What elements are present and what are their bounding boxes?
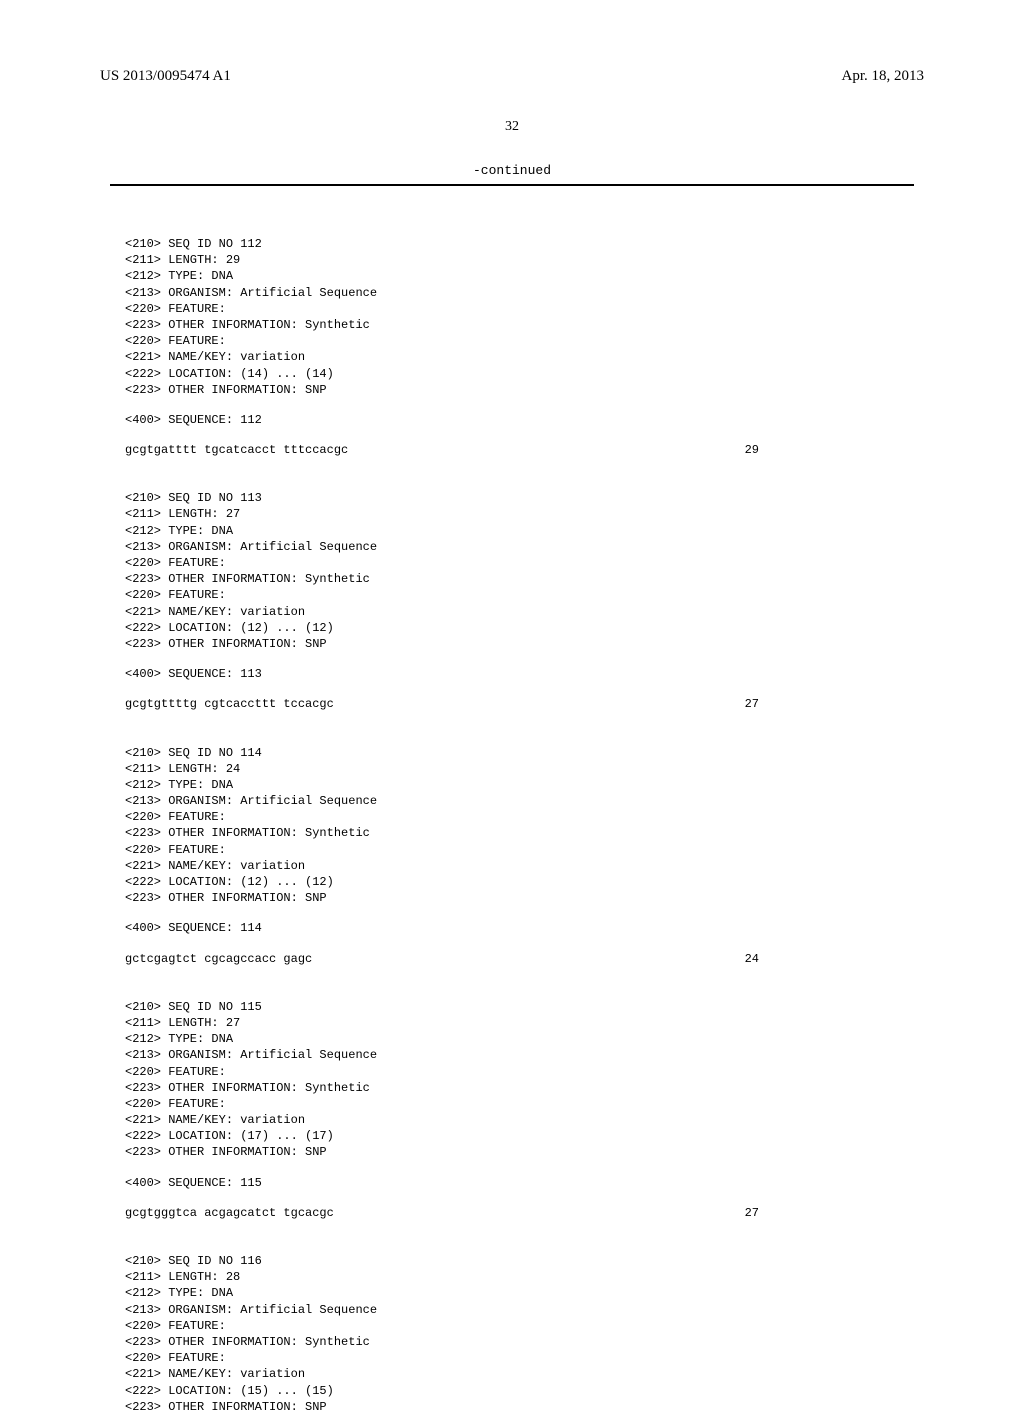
type-line: <212> TYPE: DNA — [125, 777, 899, 793]
name-key-line: <221> NAME/KEY: variation — [125, 1366, 899, 1382]
feature-line: <220> FEATURE: — [125, 842, 899, 858]
seq-id-line: <210> SEQ ID NO 112 — [125, 236, 899, 252]
sequence-block: <210> SEQ ID NO 116 <211> LENGTH: 28 <21… — [125, 1253, 899, 1415]
seq-id-line: <210> SEQ ID NO 116 — [125, 1253, 899, 1269]
feature-line: <220> FEATURE: — [125, 1350, 899, 1366]
other-info-line: <223> OTHER INFORMATION: Synthetic — [125, 1334, 899, 1350]
location-line: <222> LOCATION: (15) ... (15) — [125, 1383, 899, 1399]
sequence-block: <210> SEQ ID NO 113 <211> LENGTH: 27 <21… — [125, 490, 899, 712]
seq-id-line: <210> SEQ ID NO 114 — [125, 745, 899, 761]
feature-line: <220> FEATURE: — [125, 1318, 899, 1334]
sequence-block: <210> SEQ ID NO 112 <211> LENGTH: 29 <21… — [125, 236, 899, 458]
feature-line: <220> FEATURE: — [125, 555, 899, 571]
location-line: <222> LOCATION: (12) ... (12) — [125, 620, 899, 636]
sequence-header: <400> SEQUENCE: 113 — [125, 666, 899, 682]
name-key-line: <221> NAME/KEY: variation — [125, 1112, 899, 1128]
publication-date: Apr. 18, 2013 — [842, 68, 925, 85]
feature-line: <220> FEATURE: — [125, 1096, 899, 1112]
seq-id-line: <210> SEQ ID NO 115 — [125, 999, 899, 1015]
continued-label: -continued — [0, 163, 1024, 178]
organism-line: <213> ORGANISM: Artificial Sequence — [125, 793, 899, 809]
sequence-header: <400> SEQUENCE: 114 — [125, 920, 899, 936]
organism-line: <213> ORGANISM: Artificial Sequence — [125, 285, 899, 301]
other-info-line: <223> OTHER INFORMATION: SNP — [125, 636, 899, 652]
other-info-line: <223> OTHER INFORMATION: SNP — [125, 1144, 899, 1160]
type-line: <212> TYPE: DNA — [125, 1031, 899, 1047]
sequence-data: gcgtgatttt tgcatcacct tttccacgc 29 — [125, 442, 899, 458]
length-line: <211> LENGTH: 28 — [125, 1269, 899, 1285]
feature-line: <220> FEATURE: — [125, 587, 899, 603]
name-key-line: <221> NAME/KEY: variation — [125, 349, 899, 365]
other-info-line: <223> OTHER INFORMATION: SNP — [125, 382, 899, 398]
organism-line: <213> ORGANISM: Artificial Sequence — [125, 539, 899, 555]
type-line: <212> TYPE: DNA — [125, 268, 899, 284]
type-line: <212> TYPE: DNA — [125, 523, 899, 539]
location-line: <222> LOCATION: (14) ... (14) — [125, 366, 899, 382]
name-key-line: <221> NAME/KEY: variation — [125, 858, 899, 874]
organism-line: <213> ORGANISM: Artificial Sequence — [125, 1047, 899, 1063]
sequence-block: <210> SEQ ID NO 115 <211> LENGTH: 27 <21… — [125, 999, 899, 1221]
sequence-listing: <210> SEQ ID NO 112 <211> LENGTH: 29 <21… — [0, 186, 1024, 1415]
page-header: US 2013/0095474 A1 Apr. 18, 2013 — [0, 0, 1024, 85]
feature-line: <220> FEATURE: — [125, 1064, 899, 1080]
location-line: <222> LOCATION: (17) ... (17) — [125, 1128, 899, 1144]
other-info-line: <223> OTHER INFORMATION: Synthetic — [125, 317, 899, 333]
page-number: 32 — [0, 119, 1024, 135]
feature-line: <220> FEATURE: — [125, 333, 899, 349]
name-key-line: <221> NAME/KEY: variation — [125, 604, 899, 620]
location-line: <222> LOCATION: (12) ... (12) — [125, 874, 899, 890]
feature-line: <220> FEATURE: — [125, 809, 899, 825]
length-line: <211> LENGTH: 24 — [125, 761, 899, 777]
other-info-line: <223> OTHER INFORMATION: SNP — [125, 1399, 899, 1415]
type-line: <212> TYPE: DNA — [125, 1285, 899, 1301]
other-info-line: <223> OTHER INFORMATION: Synthetic — [125, 1080, 899, 1096]
sequence-header: <400> SEQUENCE: 115 — [125, 1175, 899, 1191]
sequence-data: gcgtgttttg cgtcaccttt tccacgc 27 — [125, 696, 899, 712]
sequence-header: <400> SEQUENCE: 112 — [125, 412, 899, 428]
other-info-line: <223> OTHER INFORMATION: Synthetic — [125, 571, 899, 587]
sequence-block: <210> SEQ ID NO 114 <211> LENGTH: 24 <21… — [125, 745, 899, 967]
other-info-line: <223> OTHER INFORMATION: Synthetic — [125, 825, 899, 841]
sequence-data: gctcgagtct cgcagccacc gagc 24 — [125, 951, 899, 967]
length-line: <211> LENGTH: 27 — [125, 506, 899, 522]
feature-line: <220> FEATURE: — [125, 301, 899, 317]
publication-number: US 2013/0095474 A1 — [100, 68, 231, 85]
sequence-data: gcgtgggtca acgagcatct tgcacgc 27 — [125, 1205, 899, 1221]
length-line: <211> LENGTH: 27 — [125, 1015, 899, 1031]
other-info-line: <223> OTHER INFORMATION: SNP — [125, 890, 899, 906]
seq-id-line: <210> SEQ ID NO 113 — [125, 490, 899, 506]
organism-line: <213> ORGANISM: Artificial Sequence — [125, 1302, 899, 1318]
length-line: <211> LENGTH: 29 — [125, 252, 899, 268]
